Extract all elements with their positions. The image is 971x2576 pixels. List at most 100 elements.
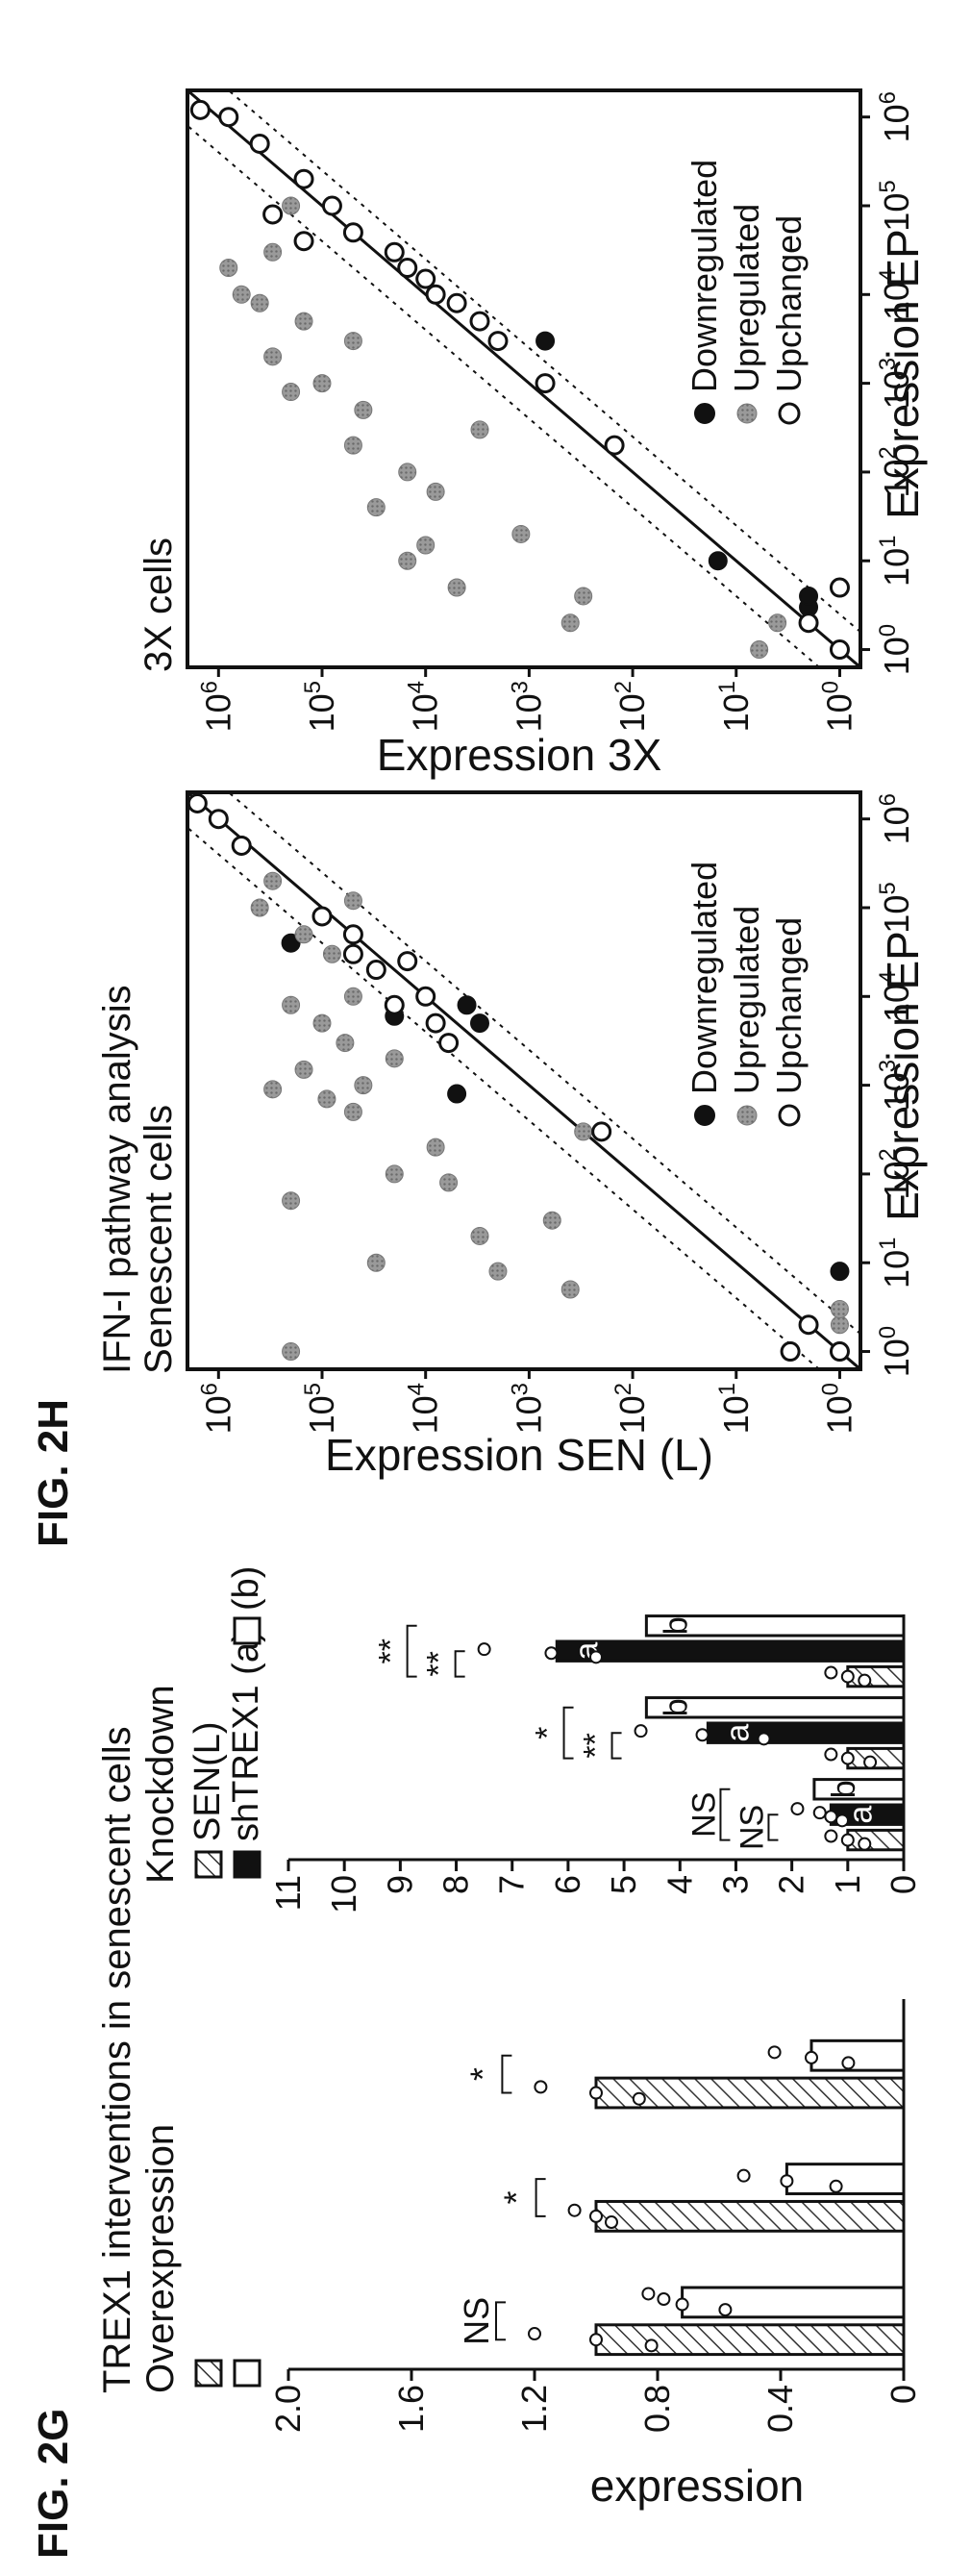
- point-control: [644, 2338, 659, 2353]
- y-tick-label: 106: [196, 1383, 237, 1434]
- bar-b: [644, 1614, 906, 1638]
- point-upregulated: [322, 944, 341, 963]
- sig-label-b: **: [373, 1638, 410, 1663]
- point-downregulated: [535, 331, 556, 351]
- point-upchanged: [438, 1033, 460, 1054]
- point-upregulated: [511, 524, 531, 543]
- y-tick-label: 104: [404, 681, 445, 732]
- point-upregulated: [470, 420, 489, 439]
- point-control: [605, 2215, 618, 2230]
- point-upregulated: [385, 1049, 404, 1068]
- point-upchanged: [365, 960, 386, 981]
- y-tick-label: 101: [714, 681, 756, 732]
- sig-label-b: *: [530, 1727, 566, 1739]
- x-tick-label: 105: [875, 882, 916, 933]
- y-tick-label: 0.8: [637, 2385, 677, 2433]
- sig-label-a: **: [421, 1651, 458, 1676]
- fig-2h-label: FIG. 2H: [30, 1399, 77, 1547]
- legend-marker: [694, 1105, 715, 1126]
- point-upregulated: [426, 482, 445, 501]
- plot-frame: [186, 88, 862, 669]
- identity-line: [187, 790, 861, 1371]
- point-upchanged: [425, 284, 446, 305]
- y-tick-label: 103: [507, 1383, 548, 1434]
- point-upregulated: [447, 578, 466, 597]
- sig-label-a: NS: [734, 1805, 770, 1850]
- point-upchanged: [446, 292, 467, 313]
- sen-x-label: Expression EP: [878, 931, 928, 1221]
- point-upregulated: [263, 242, 283, 262]
- point-upregulated: [488, 1262, 508, 1281]
- point-upregulated: [354, 1076, 373, 1095]
- point-control: [589, 2209, 603, 2223]
- point-upchanged: [829, 639, 850, 661]
- y-tick-label: 102: [610, 681, 652, 732]
- point-a: [695, 1728, 710, 1742]
- sen-title-line1: IFN-I pathway analysis: [96, 985, 138, 1374]
- overexpression-label: Overexpression: [139, 2124, 182, 2393]
- point-upregulated: [830, 1299, 849, 1318]
- point-upregulated: [560, 1280, 580, 1299]
- point-upchanged: [780, 1341, 801, 1363]
- point-a: [835, 1813, 849, 1828]
- sen-y-label: Expression SEN (L): [325, 1430, 713, 1480]
- fig-2g-label: FIG. 2G: [30, 2409, 77, 2559]
- legend-marker: [736, 1105, 758, 1126]
- dotted-line-lower: [228, 89, 861, 634]
- knockdown-label: Knockdown: [139, 1685, 182, 1884]
- point-a: [634, 1724, 648, 1738]
- legend-sh-label: shTREX1 (a): [226, 1630, 266, 1841]
- point-upchanged: [829, 577, 850, 598]
- point-upregulated: [574, 1122, 593, 1141]
- point-upchanged: [293, 168, 314, 189]
- x3-y-label: Expression 3X: [377, 730, 662, 780]
- point-upchanged: [218, 107, 239, 128]
- point-upregulated: [768, 613, 787, 633]
- y-tick-label: 105: [300, 681, 341, 732]
- point-treated: [805, 2050, 818, 2064]
- point-upregulated: [282, 1191, 301, 1211]
- point-upregulated: [398, 463, 417, 482]
- legend-swatch-open-top: [233, 2359, 261, 2388]
- point-upchanged: [249, 133, 270, 154]
- y-tick-label: 0: [884, 2385, 923, 2404]
- point-downregulated: [457, 995, 477, 1015]
- point-upregulated: [294, 1060, 313, 1079]
- y-tick-label: 2.0: [268, 2385, 308, 2433]
- y-tick-label: 7: [492, 1875, 532, 1894]
- point-upregulated: [317, 1089, 336, 1109]
- point-control: [589, 2086, 603, 2100]
- bar-a-letter: a: [719, 1724, 756, 1742]
- point-upchanged: [208, 809, 229, 830]
- point-control: [824, 1665, 838, 1680]
- point-control: [840, 1669, 855, 1684]
- point-upregulated: [470, 1226, 489, 1245]
- point-upchanged: [415, 268, 436, 289]
- legend-marker: [778, 1104, 801, 1127]
- sig-bracket-b: [406, 1624, 417, 1678]
- y-tick-label: 104: [404, 1383, 445, 1434]
- sig-label: *: [497, 2190, 536, 2204]
- y-tick-label: 106: [196, 681, 237, 732]
- point-upregulated: [250, 898, 269, 917]
- point-upchanged: [342, 222, 363, 243]
- point-treated: [829, 2179, 843, 2193]
- point-upchanged: [189, 99, 211, 120]
- y-tick-label: 11: [268, 1875, 308, 1911]
- point-upregulated: [282, 196, 301, 215]
- point-upregulated: [343, 987, 362, 1006]
- point-upregulated: [750, 640, 769, 660]
- point-upregulated: [343, 1102, 362, 1121]
- sig-bracket: [495, 2301, 506, 2341]
- legend-label: Upchanged: [769, 917, 809, 1094]
- point-control: [858, 1673, 872, 1688]
- point-control: [528, 2327, 541, 2341]
- y-tick-label: 4: [660, 1875, 699, 1894]
- sig-label: NS: [457, 2297, 496, 2345]
- y-tick-label: 9: [380, 1875, 419, 1894]
- point-upregulated: [250, 293, 269, 313]
- y-tick-label: 103: [507, 681, 548, 732]
